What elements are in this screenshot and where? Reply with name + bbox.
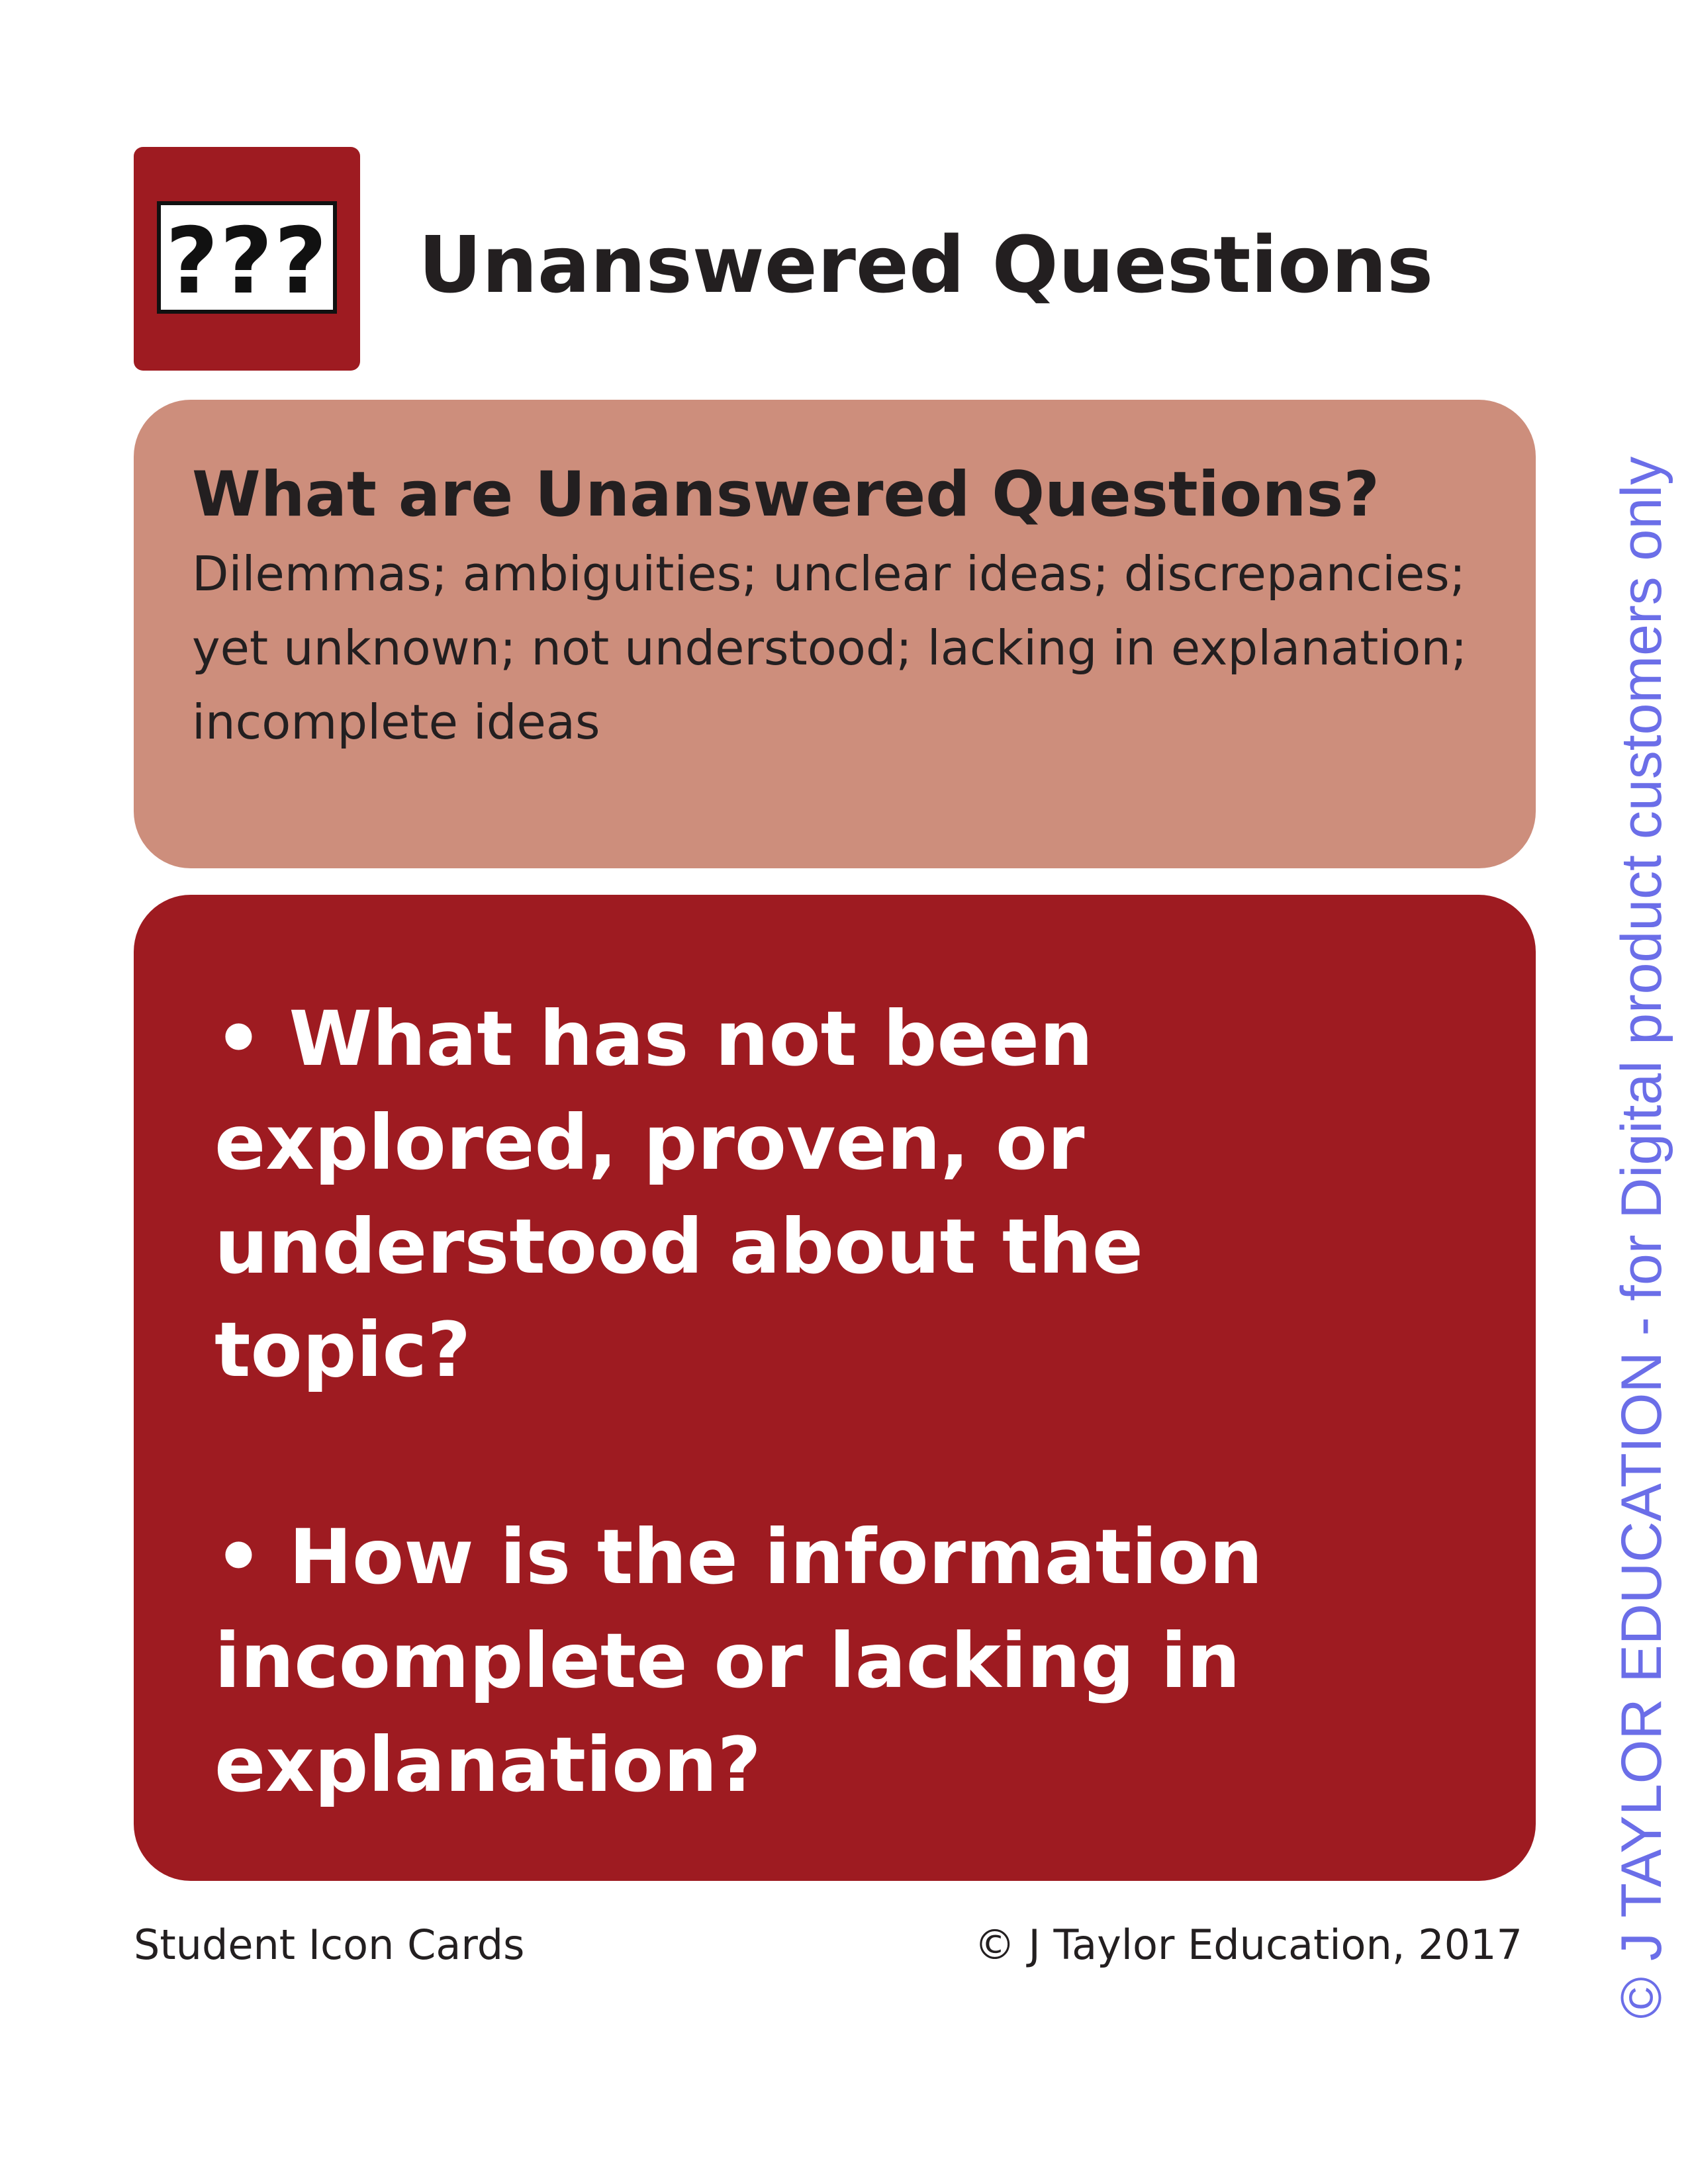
footer-copyright: © J Taylor Education, 2017 — [974, 1921, 1523, 1969]
questions-panel: • What has not been explored, proven, or… — [134, 895, 1536, 1881]
question-item: • What has not been explored, proven, or… — [214, 995, 1143, 1394]
definition-body: Dilemmas; ambiguities; unclear ideas; di… — [192, 545, 1468, 751]
icon-glyph: ??? — [165, 208, 329, 314]
question-marks-icon: ??? — [157, 201, 337, 314]
question-item: • How is the information incomplete or l… — [214, 1513, 1263, 1809]
definition-panel: What are Unanswered Questions? Dilemmas;… — [134, 400, 1536, 868]
card-icon-tile: ??? — [134, 147, 360, 371]
page-title: Unanswered Questions — [418, 219, 1434, 310]
copyright-watermark: © J TAYLOR EDUCATION - for Digital produ… — [1610, 456, 1673, 2019]
footer-series-label: Student Icon Cards — [134, 1921, 525, 1969]
questions-list: • What has not been explored, proven, or… — [214, 987, 1470, 1817]
definition-heading: What are Unanswered Questions? — [192, 459, 1380, 531]
